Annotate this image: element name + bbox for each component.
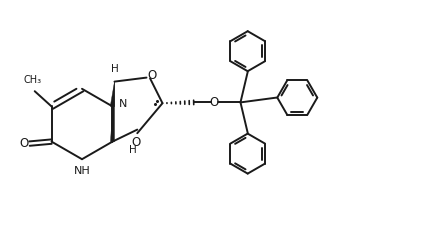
Polygon shape [110, 82, 114, 107]
Text: CH₃: CH₃ [24, 75, 42, 85]
Text: O: O [210, 95, 219, 109]
Text: O: O [19, 137, 28, 150]
Text: O: O [147, 69, 156, 82]
Text: H: H [128, 145, 137, 155]
Text: N: N [119, 99, 128, 109]
Polygon shape [111, 82, 114, 142]
Text: NH: NH [74, 166, 90, 176]
Text: O: O [131, 136, 140, 149]
Text: H: H [111, 64, 118, 74]
